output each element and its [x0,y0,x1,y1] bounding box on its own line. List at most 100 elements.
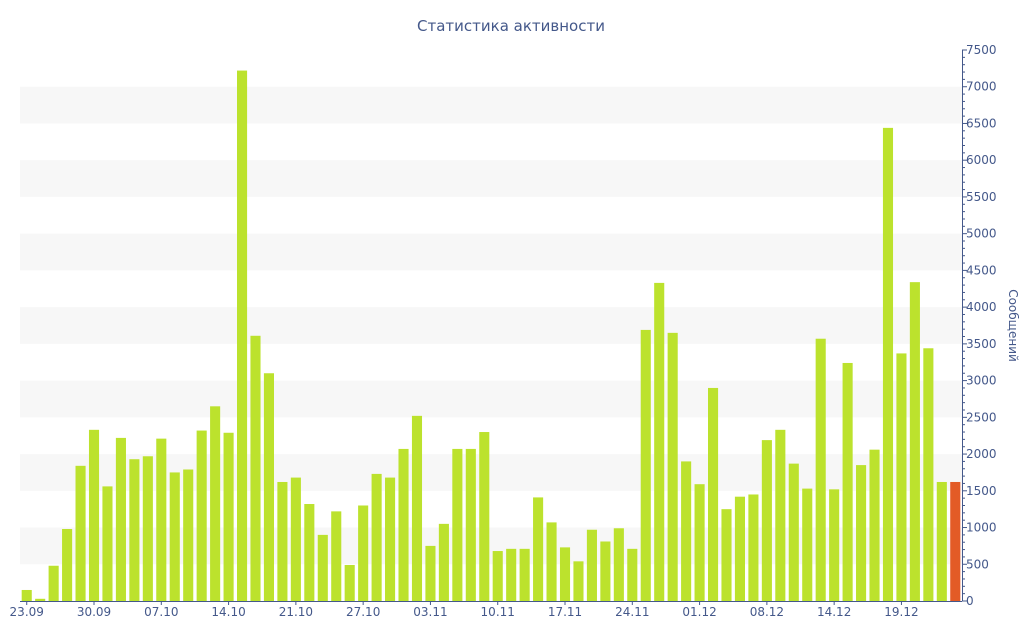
bar [721,509,732,601]
y-tick-label: 2000 [966,447,997,461]
x-tick-label: 21.10 [279,605,313,619]
bar [654,282,665,601]
bar [344,565,355,601]
bar [237,70,248,601]
grid-band [20,86,962,124]
bar [48,565,59,601]
bar [802,488,813,601]
bars [21,70,961,602]
bar [452,448,463,601]
y-tick-label: 2500 [966,410,997,424]
bar [829,489,840,601]
x-tick-label: 14.10 [211,605,245,619]
bar [263,373,274,601]
bar [573,561,584,601]
x-tick-label: 23.09 [10,605,44,619]
bar [317,534,328,601]
bar [586,529,597,601]
bar [102,486,113,601]
y-tick-label: 7000 [966,80,997,94]
y-tick-label: 4000 [966,300,997,314]
grid-band [20,233,962,271]
bar [748,494,759,601]
bar [425,545,436,601]
bar [546,522,557,601]
y-tick-label: 500 [966,557,989,571]
bar [290,477,301,601]
y-tick-label: 0 [966,594,974,608]
y-tick-label: 6000 [966,153,997,167]
bar [492,551,503,601]
bar [708,387,719,601]
bar [62,529,73,601]
bar [882,127,894,602]
bar [385,477,396,601]
x-axis: 23.09 30.09 07.10 14.10 21.10 27.10 03.11 10.11… [10,601,919,619]
y-tick-label: 3000 [966,374,997,388]
bar [479,432,490,601]
bar [613,528,624,601]
bar [156,438,167,601]
bar [856,465,867,601]
bar [21,589,32,601]
bar [358,505,369,601]
bar [761,440,772,601]
y-tick-label: 6500 [966,116,997,130]
bar [196,430,207,601]
bar-current [950,481,961,601]
bar [88,429,100,601]
bar [519,548,530,601]
bar [869,449,880,601]
bar [304,504,315,601]
bar [734,496,745,601]
bar [411,415,423,601]
bar [936,481,947,601]
bar [223,432,234,601]
bar [398,448,409,601]
bar [600,541,611,601]
x-tick-label: 03.11 [413,605,447,619]
bar [923,348,934,601]
grid-bands [20,86,962,565]
bar [438,523,449,601]
bar [183,469,194,601]
y-tick-label: 5500 [966,190,997,204]
y-tick-label: 7500 [966,43,997,57]
x-tick-label: 14.12 [817,605,851,619]
bar [142,456,153,601]
x-tick-label: 30.09 [77,605,111,619]
y-tick-label: 1000 [966,521,997,535]
y-tick-label: 1500 [966,484,997,498]
bar [277,481,288,601]
x-tick-label: 24.11 [615,605,649,619]
bar [331,511,342,601]
bar [371,473,382,601]
y-tick-label: 5000 [966,227,997,241]
x-tick-label: 27.10 [346,605,380,619]
bar [775,429,786,601]
bar [627,548,638,601]
x-tick-label: 10.11 [481,605,515,619]
bar [667,332,678,601]
y-axis: 0 500 1000 1500 2000 2500 3000 3500 4000 4500 5000… [962,43,997,608]
x-tick-label: 07.10 [144,605,178,619]
bar [815,338,826,601]
bar [681,461,692,601]
grid-band [20,160,962,197]
bar [640,329,651,601]
bar [115,437,126,601]
x-tick-label: 08.12 [750,605,784,619]
y-axis-title: Сообщений [1006,289,1020,362]
bar [129,459,140,601]
y-tick-label: 4500 [966,263,997,277]
bar [788,463,799,601]
bar [465,448,476,601]
x-tick-label: 19.12 [884,605,918,619]
bar [909,282,920,601]
bar [559,547,571,601]
bar [169,472,180,601]
bar [210,406,221,601]
bar [694,484,705,601]
